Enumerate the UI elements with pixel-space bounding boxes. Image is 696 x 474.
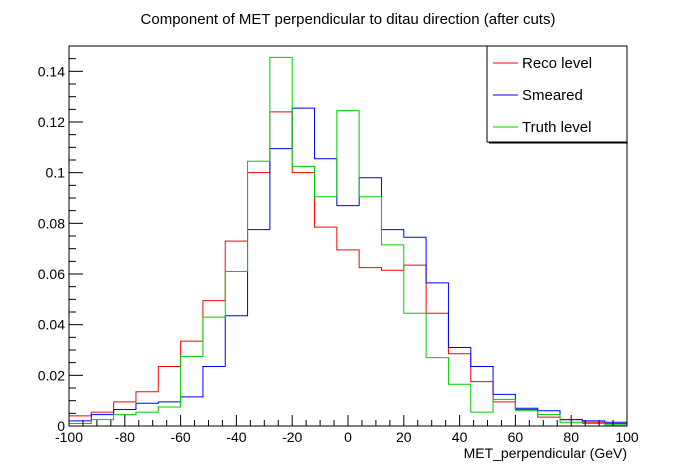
chart-title: Component of MET perpendicular to ditau … bbox=[141, 11, 556, 28]
legend-label: Truth level bbox=[522, 119, 591, 136]
x-tick-label: 0 bbox=[344, 429, 352, 445]
legend: Reco level Smeared Truth level bbox=[486, 45, 628, 144]
legend-box bbox=[486, 45, 628, 143]
x-axis-title: MET_perpendicular (GeV) bbox=[464, 445, 627, 461]
series-line-reco-level bbox=[68, 111, 628, 426]
x-tick-label: 60 bbox=[508, 429, 524, 445]
x-tick-label: 20 bbox=[396, 429, 412, 445]
series-line-truth-level bbox=[68, 56, 628, 426]
y-tick-label: 0 bbox=[57, 418, 65, 434]
x-tick-label: 100 bbox=[615, 429, 639, 445]
y-tick-label: 0.12 bbox=[38, 114, 65, 130]
y-tick-label: 0.1 bbox=[46, 165, 66, 181]
y-tick-label: 0.06 bbox=[38, 266, 65, 282]
y-tick-label: 0.04 bbox=[38, 317, 65, 333]
x-tick-label: -100 bbox=[55, 429, 83, 445]
x-tick-label: -60 bbox=[170, 429, 190, 445]
axes: -100 -80 -60 -40 -20 0 20 40 60 80 100 0 0.02 0.04 0.0… bbox=[38, 45, 639, 445]
y-tick-label: 0.02 bbox=[38, 367, 65, 383]
x-tick-label: -40 bbox=[226, 429, 246, 445]
x-tick-label: 40 bbox=[452, 429, 468, 445]
y-tick-label: 0.14 bbox=[38, 63, 65, 79]
series-layer bbox=[68, 56, 628, 426]
x-tick-label: -80 bbox=[115, 429, 135, 445]
y-tick-label: 0.08 bbox=[38, 215, 65, 231]
x-tick-label: -20 bbox=[282, 429, 302, 445]
x-tick-label: 80 bbox=[563, 429, 579, 445]
legend-label: Smeared bbox=[522, 87, 583, 104]
legend-label: Reco level bbox=[522, 55, 592, 72]
series-line-smeared bbox=[68, 107, 628, 426]
